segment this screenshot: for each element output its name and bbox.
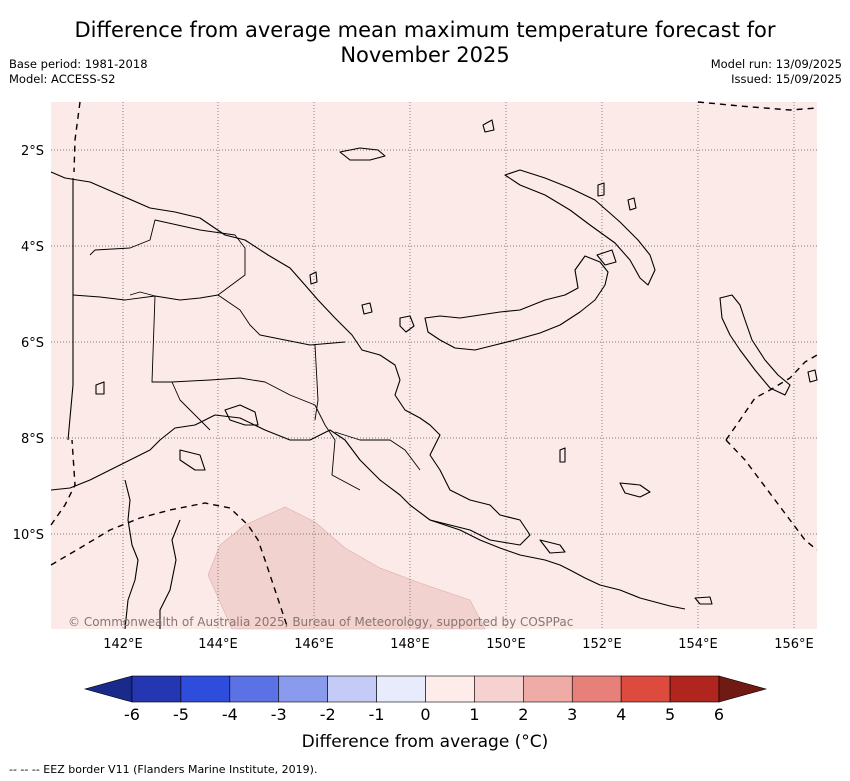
lat-label: 2°S (21, 144, 44, 159)
colorbar-tick-label: -3 (271, 705, 287, 724)
cape-york-coast (124, 479, 181, 630)
colorbar-tick-label: -6 (124, 705, 140, 724)
lon-label: 156°E (774, 637, 814, 652)
title-line-2: November 2025 (340, 43, 510, 67)
model-name: Model: ACCESS-S2 (9, 72, 116, 86)
colorbar-segment (523, 675, 573, 703)
lat-labels: 2°S 4°S 6°S 8°S 10°S (13, 144, 44, 543)
eez-legend: -- -- -- EEZ border V11 (Flanders Marine… (9, 763, 318, 776)
copyright-text: © Commonwealth of Australia 2025, Bureau… (68, 615, 573, 629)
colorbar-segment (474, 675, 524, 703)
issued-date: Issued: 15/09/2025 (731, 72, 842, 86)
colorbar-segment (180, 675, 231, 703)
lat-label: 4°S (21, 240, 44, 255)
colorbar-segment (229, 675, 280, 703)
lon-label: 152°E (582, 637, 622, 652)
colorbar-segment (571, 675, 622, 703)
coastlines (50, 119, 818, 630)
provincial-borders (72, 219, 421, 491)
lon-labels: 142°E 144°E 146°E 148°E 150°E 152°E 154°… (103, 637, 814, 652)
colorbar-tick-label: -1 (369, 705, 385, 724)
colorbar-extend-low (83, 675, 133, 703)
lat-label: 6°S (21, 336, 44, 351)
colorbar-segment (425, 675, 475, 703)
lon-label: 150°E (486, 637, 526, 652)
colorbar-segment (327, 675, 377, 703)
base-period: Base period: 1981-2018 (9, 57, 148, 71)
new-ireland-coast (504, 169, 656, 286)
png-border (67, 178, 74, 441)
lat-label: 10°S (13, 528, 44, 543)
lon-label: 148°E (390, 637, 430, 652)
meta-right: Model run: 13/09/2025 Issued: 15/09/2025 (711, 57, 842, 87)
graticule (51, 102, 817, 629)
lon-label: 154°E (678, 637, 718, 652)
eez-borders (50, 101, 818, 630)
new-britain-coast (424, 255, 609, 351)
lat-label: 8°S (21, 432, 44, 447)
colorbar-tick-label: 3 (567, 705, 577, 724)
colorbar-tick-label: 5 (665, 705, 675, 724)
meta-left: Base period: 1981-2018 Model: ACCESS-S2 (9, 57, 148, 87)
colorbar-tick-label: 1 (469, 705, 479, 724)
title-line-1: Difference from average mean maximum tem… (74, 18, 776, 42)
map-background (51, 102, 817, 629)
lon-label: 146°E (294, 637, 334, 652)
lon-label: 142°E (103, 637, 143, 652)
colorbar-extend-high (718, 675, 768, 703)
colorbar-segment (620, 675, 671, 703)
map-title: Difference from average mean maximum tem… (0, 18, 850, 68)
colorbar-tick-label: -5 (173, 705, 189, 724)
lon-label: 144°E (198, 637, 238, 652)
new-guinea-coast (50, 171, 531, 546)
colorbar-tick-label: 6 (714, 705, 724, 724)
colorbar-segment (669, 675, 720, 703)
colorbar-tick-label: -2 (320, 705, 336, 724)
colorbar-tick-label: 2 (518, 705, 528, 724)
colorbar-label: Difference from average (°C) (301, 732, 549, 752)
colorbar-tick-label: -4 (222, 705, 238, 724)
small-islands (95, 119, 818, 605)
colorbar: -6 -5 -4 -3 -2 -1 0 1 2 3 4 5 6 (83, 675, 768, 724)
colorbar-tick-label: 4 (616, 705, 626, 724)
colorbar-tick-label: 0 (420, 705, 430, 724)
manus-coast (339, 147, 386, 161)
colorbar-segment (131, 675, 182, 703)
colorbar-segment (278, 675, 328, 703)
bougainville-coast (719, 294, 791, 396)
papuan-peninsula (429, 519, 686, 610)
colorbar-segment (376, 675, 426, 703)
model-run: Model run: 13/09/2025 (710, 57, 842, 71)
